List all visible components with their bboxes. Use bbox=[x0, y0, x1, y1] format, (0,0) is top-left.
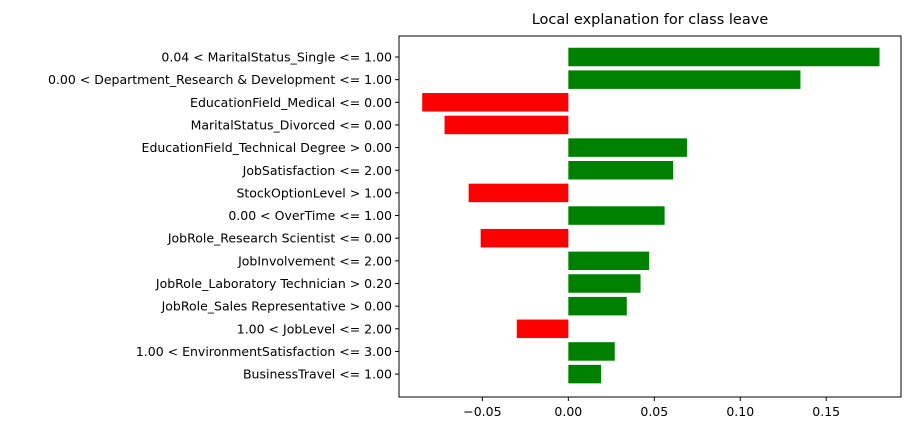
chart-title: Local explanation for class leave bbox=[532, 12, 769, 28]
bar bbox=[480, 228, 569, 248]
bar bbox=[568, 342, 615, 361]
bar bbox=[568, 296, 627, 316]
y-tick-label: JobInvolvement <= 2.00 bbox=[237, 253, 392, 268]
bar bbox=[568, 206, 665, 225]
x-tick-label: 0.15 bbox=[812, 404, 840, 419]
bar bbox=[568, 161, 674, 180]
y-tick-label: JobRole_Sales Representative > 0.00 bbox=[161, 299, 392, 314]
y-tick-labels: 0.04 < MaritalStatus_Single <= 1.00 0.00 … bbox=[48, 50, 399, 382]
y-tick-label: 1.00 < EnvironmentSatisfaction <= 3.00 bbox=[136, 344, 392, 359]
bar bbox=[568, 274, 641, 293]
x-tick-label: 0.05 bbox=[640, 404, 668, 419]
y-tick-label: StockOptionLevel > 1.00 bbox=[236, 185, 392, 200]
y-tick-label: 0.00 < Department_Research & Development… bbox=[48, 72, 392, 87]
y-tick-label: JobRole_Laboratory Technician > 0.20 bbox=[155, 276, 392, 291]
x-axis-ticks: −0.05 0.00 0.05 0.10 0.15 bbox=[463, 397, 840, 419]
y-tick-label: BusinessTravel <= 1.00 bbox=[243, 367, 392, 382]
y-tick-label: JobSatisfaction <= 2.00 bbox=[242, 163, 392, 178]
bar bbox=[444, 115, 569, 135]
x-tick-label: 0.00 bbox=[554, 404, 582, 419]
y-tick-label: 0.00 < OverTime <= 1.00 bbox=[228, 208, 392, 223]
bars-group bbox=[422, 47, 880, 384]
bar bbox=[422, 93, 569, 112]
bar bbox=[568, 251, 650, 271]
y-tick-label: 1.00 < JobLevel <= 2.00 bbox=[237, 321, 392, 336]
plot-frame bbox=[398, 35, 902, 398]
y-tick-label: EducationField_Technical Degree > 0.00 bbox=[142, 140, 392, 155]
x-tick-label: 0.10 bbox=[726, 404, 754, 419]
bar bbox=[468, 183, 569, 203]
y-tick-label: 0.04 < MaritalStatus_Single <= 1.00 bbox=[161, 50, 392, 65]
y-tick-label: EducationField_Medical <= 0.00 bbox=[190, 95, 392, 110]
bar bbox=[568, 138, 687, 157]
bar bbox=[568, 47, 880, 67]
bar bbox=[568, 364, 602, 384]
x-tick-label: −0.05 bbox=[463, 404, 501, 419]
bar bbox=[568, 70, 801, 89]
y-tick-label: JobRole_Research Scientist <= 0.00 bbox=[167, 231, 392, 246]
bar bbox=[516, 319, 569, 339]
y-tick-label: MaritalStatus_Divorced <= 0.00 bbox=[191, 117, 392, 132]
